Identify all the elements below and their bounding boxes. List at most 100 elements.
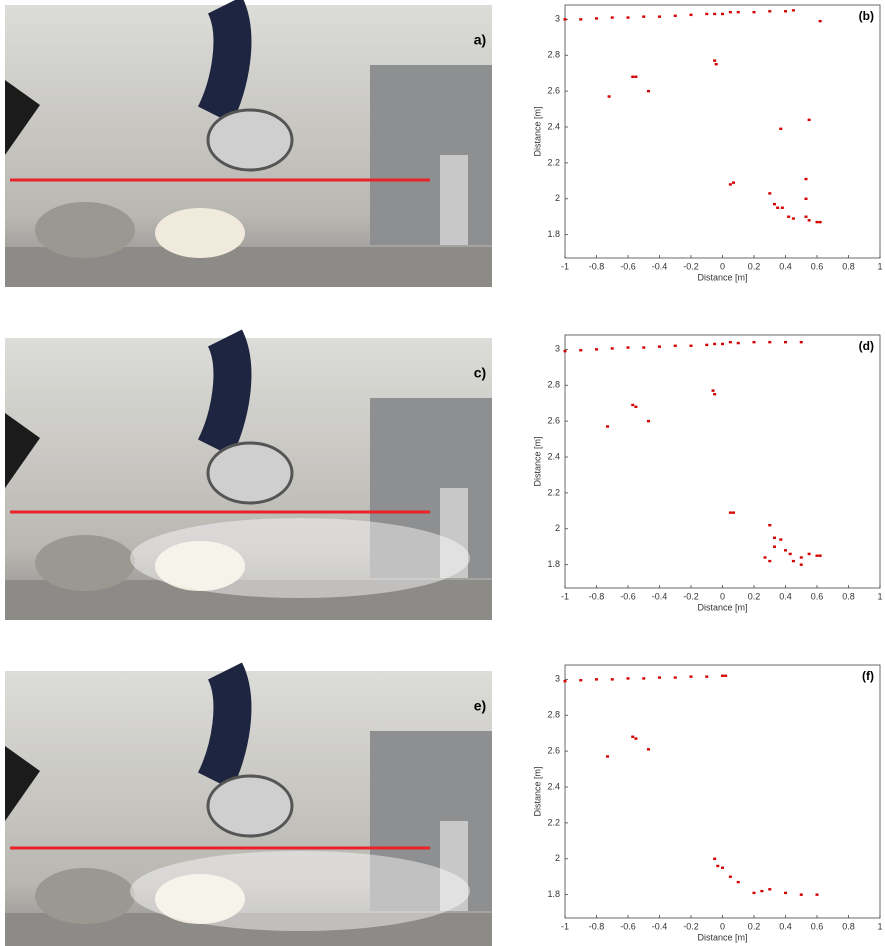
- scatter-point: [626, 346, 630, 349]
- scatter-point: [787, 215, 791, 218]
- scatter-point: [595, 17, 598, 20]
- scatter-point: [784, 10, 787, 13]
- scatter-point: [736, 880, 740, 884]
- scatter-point: [736, 10, 740, 14]
- scatter-point: [791, 217, 795, 220]
- panel-label: e): [474, 698, 486, 714]
- scatter-point: [634, 405, 638, 408]
- scatter-point: [724, 674, 728, 677]
- scatter-point: [728, 183, 732, 186]
- scatter-point: [579, 349, 583, 352]
- scatter-point: [646, 89, 650, 93]
- dark-shape: [5, 746, 40, 821]
- scatter-point: [642, 15, 646, 18]
- scatter-point: [760, 889, 764, 893]
- x-tick-label: 0.4: [779, 261, 792, 271]
- scatter-point: [705, 343, 709, 347]
- x-axis-label: Distance [m]: [697, 932, 747, 942]
- x-tick-label: -0.6: [620, 261, 636, 271]
- y-tick-label: 3: [555, 674, 560, 684]
- panel-annotation: (f): [862, 669, 874, 683]
- scatter-point: [642, 346, 646, 349]
- scatter-point: [752, 10, 756, 14]
- y-tick-label: 1.8: [547, 559, 560, 569]
- y-tick-label: 1.8: [547, 889, 560, 899]
- scatter-point: [768, 340, 772, 344]
- scatter-point: [807, 118, 811, 122]
- y-tick-label: 2.6: [547, 416, 560, 426]
- scatter-point: [646, 748, 650, 751]
- plot-frame: [564, 334, 881, 589]
- scatter-point: [815, 893, 819, 896]
- x-tick-label: 0.6: [811, 261, 824, 271]
- x-tick-label: -0.8: [589, 921, 605, 931]
- scatter-point: [779, 538, 783, 541]
- scatter-point: [784, 891, 787, 895]
- scatter-point: [721, 674, 724, 677]
- scatter-point: [595, 678, 598, 681]
- scatter-point: [807, 552, 811, 556]
- scatter-point: [705, 12, 709, 16]
- y-tick-label: 2.4: [547, 121, 560, 131]
- scatter-point: [634, 737, 638, 740]
- scatter-point: [626, 677, 630, 680]
- scatter-point: [732, 511, 736, 514]
- fan: [206, 441, 294, 505]
- tank-left: [35, 868, 135, 924]
- scatter-point: [606, 755, 610, 758]
- scatter-point: [804, 177, 808, 181]
- x-axis-label: Distance [m]: [697, 272, 747, 282]
- x-tick-label: -1: [561, 921, 569, 931]
- scatter-point: [728, 340, 732, 344]
- scatter-point: [713, 12, 717, 16]
- x-tick-label: 0.2: [748, 591, 761, 601]
- scatter-point: [595, 348, 598, 351]
- scatter-point: [772, 202, 776, 206]
- y-tick-label: 2: [555, 523, 560, 533]
- x-tick-label: 1: [877, 261, 882, 271]
- scatter-point: [673, 676, 677, 679]
- scatter-point: [752, 891, 756, 895]
- y-tick-label: 2: [555, 853, 560, 863]
- x-tick-label: -0.2: [683, 261, 699, 271]
- scatter-point: [689, 13, 693, 17]
- scatter-point: [728, 511, 732, 514]
- x-tick-label: 0.2: [748, 921, 761, 931]
- scatter-point: [689, 675, 693, 678]
- x-tick-label: -1: [561, 261, 569, 271]
- y-tick-label: 2.4: [547, 781, 560, 791]
- scatter-point: [713, 393, 717, 396]
- scatter-point: [714, 63, 718, 66]
- scatter-point: [721, 342, 724, 346]
- scatter-point: [607, 95, 611, 98]
- photo: e): [5, 662, 492, 946]
- tank-white: [155, 541, 245, 591]
- nozzle: [440, 821, 468, 911]
- machine: [370, 731, 492, 911]
- scatter-point: [791, 9, 795, 12]
- photo: c): [5, 329, 492, 620]
- panel-annotation: (b): [859, 9, 874, 23]
- scatter-point: [784, 340, 787, 344]
- tank-left: [35, 202, 135, 258]
- scatter-point: [646, 419, 650, 423]
- scatter-point: [642, 677, 646, 680]
- scatter-point: [772, 545, 776, 548]
- scatter-point: [780, 206, 784, 209]
- scatter-point: [634, 75, 638, 78]
- scatter-point: [776, 206, 780, 209]
- x-tick-label: -0.6: [620, 921, 636, 931]
- scatter-point: [818, 554, 822, 557]
- y-tick-label: 2.4: [547, 451, 560, 461]
- fog: [130, 851, 470, 931]
- scatter-point: [804, 197, 808, 200]
- scatter-point: [631, 735, 635, 738]
- y-tick-label: 2: [555, 193, 560, 203]
- scatter-point: [815, 554, 819, 557]
- scatter-point: [768, 192, 772, 195]
- tank-left: [35, 535, 135, 591]
- y-tick-label: 2.8: [547, 380, 560, 390]
- x-tick-label: -0.8: [589, 591, 605, 601]
- scatter-point: [673, 344, 677, 347]
- scatter-point: [606, 425, 610, 428]
